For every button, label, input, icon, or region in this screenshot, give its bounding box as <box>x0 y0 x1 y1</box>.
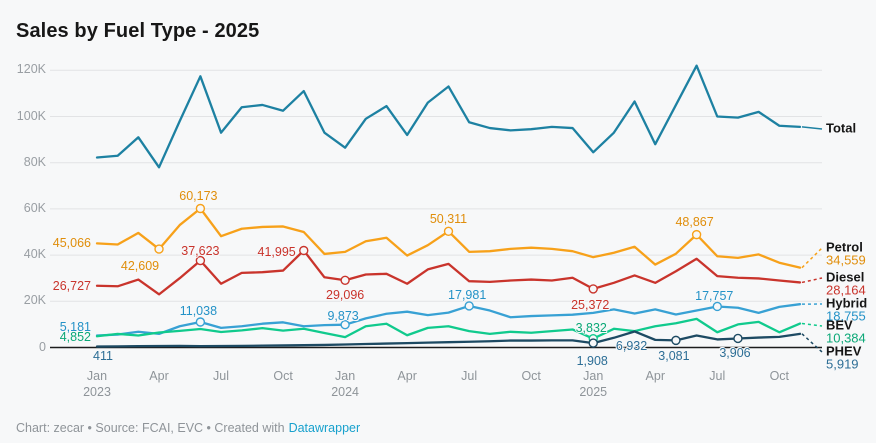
data-point-marker-diesel[interactable] <box>299 245 309 256</box>
data-point-marker-diesel[interactable] <box>340 275 350 285</box>
value-label-petrol: 48,867 <box>675 214 714 229</box>
x-tick-label: Apr <box>645 369 665 383</box>
value-label-hybrid: 9,873 <box>327 308 359 323</box>
x-tick-label: Jan 2024 <box>331 369 360 399</box>
legend-label-total[interactable]: Total <box>826 120 857 136</box>
value-label-bev: 3,832 <box>575 320 607 335</box>
series-line-phev[interactable] <box>95 330 802 348</box>
legend-leader-petrol <box>801 247 823 269</box>
legend-leader-diesel <box>801 277 823 284</box>
value-label-diesel: 26,727 <box>52 278 91 293</box>
data-point-marker-hybrid[interactable] <box>340 319 350 330</box>
legend-leader-phev <box>801 333 823 353</box>
value-label-phev: 1,908 <box>576 354 608 369</box>
x-tick-label: Apr <box>397 369 417 383</box>
y-tick-label: 60K <box>23 200 46 215</box>
x-tick-label: Jul <box>213 369 230 383</box>
data-point-marker-hybrid[interactable] <box>195 317 206 327</box>
x-tick-label: Oct <box>273 369 293 383</box>
series-line-total[interactable] <box>95 64 802 169</box>
legend-label-petrol[interactable]: Petrol <box>826 239 863 255</box>
x-tick-label: Oct <box>521 369 541 383</box>
value-label-phev: 6,932 <box>615 339 648 354</box>
value-label-diesel: 37,623 <box>181 243 220 258</box>
value-label-bev: 4,852 <box>59 330 91 345</box>
data-point-marker-petrol[interactable] <box>195 203 206 214</box>
value-label-petrol: 42,609 <box>120 259 160 274</box>
legend-label-diesel[interactable]: Diesel <box>826 269 865 285</box>
data-point-marker-petrol[interactable] <box>154 244 164 254</box>
data-point-marker-diesel[interactable] <box>195 255 206 266</box>
data-point-marker-hybrid[interactable] <box>712 301 722 312</box>
series-line-diesel[interactable] <box>95 249 802 296</box>
data-point-marker-petrol[interactable] <box>443 226 454 236</box>
value-label-petrol: 50,311 <box>429 212 468 227</box>
value-label-diesel: 29,096 <box>325 288 365 303</box>
data-point-marker-petrol[interactable] <box>691 229 702 240</box>
legend-final-value-petrol: 34,559 <box>826 252 866 268</box>
value-label-phev: 3,906 <box>719 346 751 361</box>
value-label-hybrid: 11,038 <box>179 304 218 318</box>
legend-label-hybrid[interactable]: Hybrid <box>826 295 868 311</box>
x-tick-label: Jul <box>461 369 478 383</box>
footer-credit-text: Chart: zecar • Source: FCAI, EVC • Creat… <box>16 421 285 435</box>
value-label-petrol: 60,173 <box>179 188 218 203</box>
value-label-hybrid: 17,757 <box>695 289 734 304</box>
legend-final-value-bev: 10,384 <box>826 330 866 346</box>
y-tick-label: 100K <box>16 108 46 123</box>
y-tick-label: 120K <box>16 62 46 77</box>
data-point-marker-diesel[interactable] <box>588 284 598 294</box>
y-tick-label: 20K <box>23 293 46 308</box>
data-point-marker-hybrid[interactable] <box>464 301 474 311</box>
chart-title: Sales by Fuel Type - 2025 <box>16 20 260 42</box>
y-tick-label: 40K <box>23 247 46 262</box>
data-point-marker-phev[interactable] <box>588 338 598 348</box>
x-tick-label: Jan 2023 <box>83 369 111 399</box>
legend-final-value-diesel: 28,164 <box>826 282 866 298</box>
x-tick-label: Apr <box>149 369 169 383</box>
x-tick-label: Jan 2025 <box>579 369 608 399</box>
value-label-phev: 3,081 <box>658 349 690 364</box>
value-label-hybrid: 17,981 <box>448 287 487 302</box>
data-point-marker-phev[interactable] <box>733 333 743 344</box>
datawrapper-link[interactable]: Datawrapper <box>288 421 361 435</box>
legend-leader-bev <box>801 322 823 327</box>
y-tick-label: 0 <box>39 339 46 354</box>
legend-label-phev[interactable]: PHEV <box>826 343 862 359</box>
data-point-marker-phev[interactable] <box>671 335 681 346</box>
x-tick-label: Oct <box>769 369 790 383</box>
value-label-diesel: 25,372 <box>571 297 610 312</box>
x-tick-label: Jul <box>709 369 726 383</box>
value-label-phev: 411 <box>93 348 113 363</box>
value-label-diesel: 41,995 <box>257 245 296 260</box>
value-label-petrol: 45,066 <box>52 236 91 251</box>
legend-final-value-phev: 5,919 <box>826 356 859 372</box>
y-tick-label: 80K <box>23 154 46 169</box>
legend-label-bev[interactable]: BEV <box>826 317 853 333</box>
value-label-hybrid: 5,181 <box>59 319 91 334</box>
series-line-bev[interactable] <box>95 317 802 340</box>
series-line-hybrid[interactable] <box>95 303 802 337</box>
legend-leader-total <box>801 126 823 130</box>
chart-footer: Chart: zecar • Source: FCAI, EVC • Creat… <box>16 421 360 435</box>
legend-final-value-hybrid: 18,755 <box>826 308 866 324</box>
